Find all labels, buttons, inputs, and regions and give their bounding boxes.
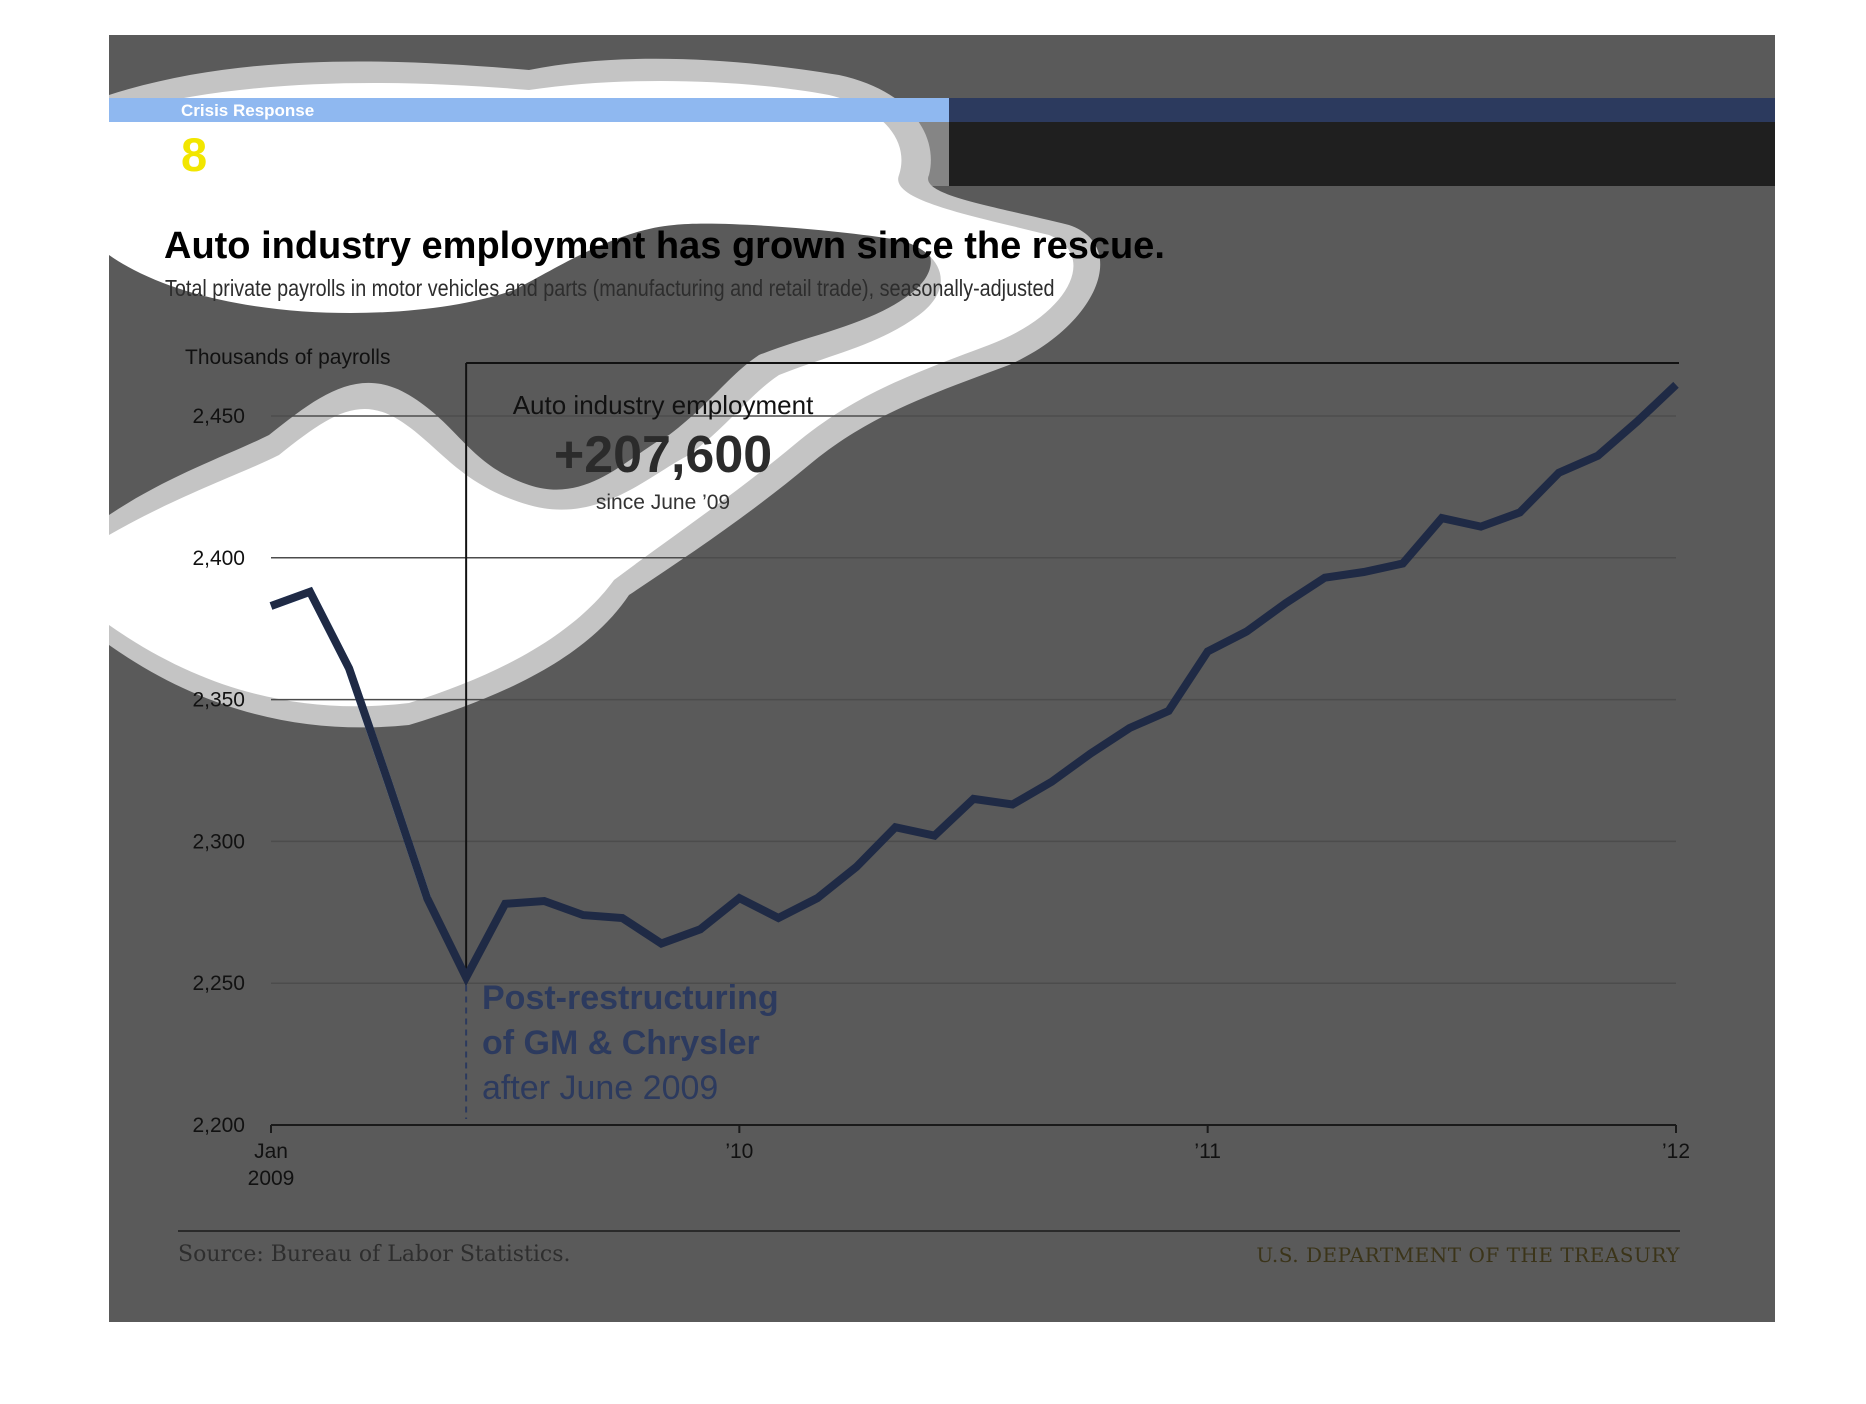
subheadline: Total private payrolls in motor vehicles…: [165, 275, 1055, 301]
chart-title: 8 The Auto Industry: [181, 127, 654, 183]
y-tick-label: 2,400: [192, 547, 245, 570]
x-tick-label: Jan: [254, 1140, 288, 1163]
y-axis: 2,200 2,250 2,300 2,350 2,400 2,450 Thousands …: [185, 346, 390, 1137]
restructuring-label-line3: after June 2009: [482, 1069, 718, 1107]
slide: Crisis Response 8 The Auto Industry Auto…: [109, 35, 1775, 1322]
x-tick-label: ’12: [1662, 1140, 1690, 1163]
y-tick-label: 2,250: [192, 972, 245, 995]
series-line: [269, 381, 1679, 987]
publisher-credit: U.S. DEPARTMENT OF THE TREASURY: [1256, 1243, 1680, 1267]
y-tick-label: 2,200: [192, 1114, 245, 1137]
y-tick-label: 2,450: [192, 405, 245, 428]
callout-label: Auto industry employment: [513, 390, 814, 420]
x-axis: Jan 2009 ’10 ’11 ’12: [248, 1124, 1690, 1190]
x-tick-label: ’11: [1194, 1140, 1220, 1163]
employment-line: [269, 381, 1679, 987]
y-tick-label: 2,300: [192, 830, 245, 853]
x-tick-label-year: 2009: [248, 1167, 295, 1190]
callout-since: since June ’09: [596, 491, 730, 514]
x-tick-label: ’10: [725, 1140, 753, 1163]
y-axis-title: Thousands of payrolls: [185, 346, 390, 369]
restructuring-label-line1: Post-restructuring: [482, 979, 779, 1017]
restructuring-label-line2: of GM & Chrysler: [482, 1024, 760, 1062]
chart-title-text: The Auto Industry: [222, 128, 655, 183]
gridlines: [271, 415, 1676, 984]
chart-number: 8: [181, 128, 208, 181]
callout-value: +207,600: [554, 426, 772, 484]
source-note: Source: Bureau of Labor Statistics.: [178, 1242, 571, 1267]
section-label: Crisis Response: [181, 101, 315, 120]
y-tick-label: 2,350: [192, 689, 245, 712]
annotations: Auto industry employment +207,600 since Ju…: [465, 362, 1679, 1119]
headline: Auto industry employment has grown since…: [164, 225, 1165, 267]
footer-rule: [178, 1230, 1680, 1232]
